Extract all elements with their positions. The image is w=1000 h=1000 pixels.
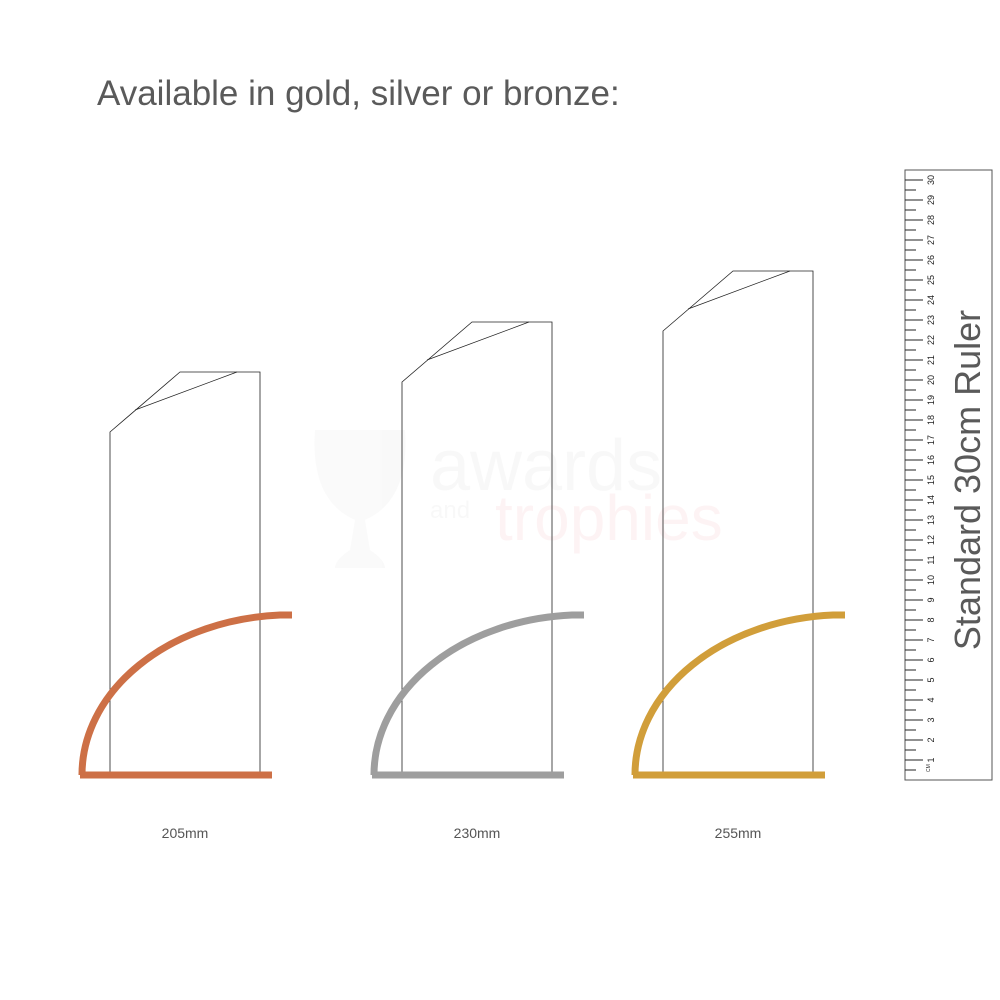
trophy-size-label: 205mm	[162, 825, 209, 841]
trophy-base-arc	[78, 611, 292, 776]
trophy-bevel-line	[687, 270, 791, 310]
ruler-ticks: 1234567891011121314151617181920212223242…	[905, 175, 936, 771]
ruler-number: 22	[926, 335, 936, 345]
ruler-number: 13	[926, 515, 936, 525]
ruler-number: 2	[926, 737, 936, 742]
trophy-base-arc	[370, 611, 584, 776]
ruler: 1234567891011121314151617181920212223242…	[904, 169, 993, 781]
ruler-number: 3	[926, 717, 936, 722]
trophy-gold: 255mm	[631, 270, 845, 841]
trophy-bevel-line	[134, 371, 238, 411]
watermark-awards: awards	[430, 426, 662, 506]
ruler-number: 14	[926, 495, 936, 505]
ruler-number: 7	[926, 637, 936, 642]
ruler-number: 27	[926, 235, 936, 245]
ruler-number: 15	[926, 475, 936, 485]
ruler-number: 4	[926, 697, 936, 702]
ruler-number: 18	[926, 415, 936, 425]
ruler-number: 25	[926, 275, 936, 285]
ruler-number: 17	[926, 435, 936, 445]
ruler-number: 9	[926, 597, 936, 602]
trophy-size-label: 255mm	[715, 825, 762, 841]
ruler-number: 19	[926, 395, 936, 405]
ruler-number: 12	[926, 535, 936, 545]
ruler-number: 16	[926, 455, 936, 465]
ruler-title: Standard 30cm Ruler	[947, 310, 988, 650]
page-title: Available in gold, silver or bronze:	[97, 74, 620, 113]
trophy-body-outline	[662, 270, 814, 773]
trophy-silver: 230mm	[370, 321, 584, 841]
ruler-number: 28	[926, 215, 936, 225]
watermark-and: and	[430, 497, 470, 524]
trophy-base-arc	[631, 611, 845, 776]
ruler-number: 6	[926, 657, 936, 662]
ruler-unit: CM	[926, 764, 932, 772]
ruler-number: 1	[926, 757, 936, 762]
ruler-number: 8	[926, 617, 936, 622]
trophy-body-outline	[109, 371, 261, 773]
ruler-number: 30	[926, 175, 936, 185]
ruler-number: 5	[926, 677, 936, 682]
trophy-size-label: 230mm	[454, 825, 501, 841]
ruler-outline	[904, 169, 993, 781]
watermark-logo: awards and trophies	[314, 426, 723, 568]
trophy-cup-icon	[314, 430, 406, 568]
ruler-number: 26	[926, 255, 936, 265]
ruler-number: 11	[926, 555, 936, 564]
ruler-number: 24	[926, 295, 936, 305]
ruler-number: 23	[926, 315, 936, 325]
ruler-number: 20	[926, 375, 936, 385]
trophy-body-outline	[401, 321, 553, 773]
ruler-number: 29	[926, 195, 936, 205]
trophy-bevel-line	[426, 321, 530, 361]
ruler-number: 21	[926, 355, 936, 365]
trophy-group: 205mm 230mm 255mm	[78, 270, 845, 841]
trophy-bronze: 205mm	[78, 371, 292, 841]
watermark-trophies: trophies	[495, 482, 723, 554]
ruler-number: 10	[926, 575, 936, 585]
